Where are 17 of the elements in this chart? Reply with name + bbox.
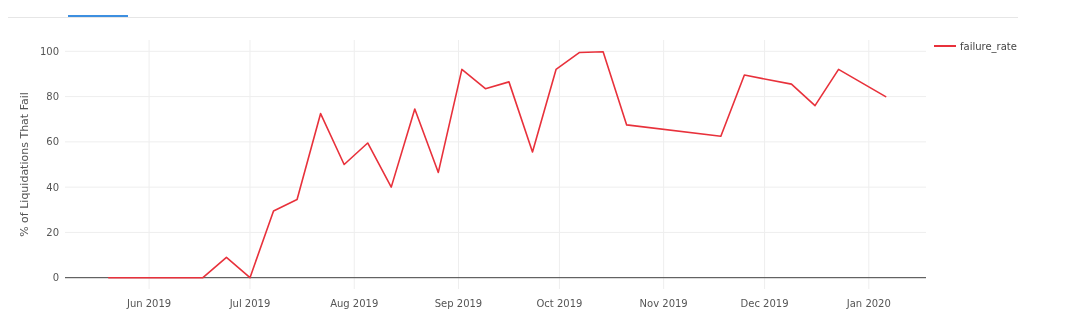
x-tick-label: Sep 2019 (434, 298, 483, 309)
legend-label: failure_rate (960, 40, 1017, 53)
y-axis-title: % of Liquidations That Fail (18, 92, 31, 237)
y-tick-label: 40 (46, 181, 59, 193)
x-tick-label: Oct 2019 (536, 298, 583, 309)
x-tick-label: Nov 2019 (639, 298, 688, 309)
line-series (107, 50, 887, 279)
x-tick-label: Aug 2019 (330, 298, 379, 309)
x-tick-label: Jan 2020 (845, 298, 891, 309)
x-tick-label: Jul 2019 (228, 298, 271, 309)
x-tick-label: Dec 2019 (740, 298, 789, 309)
y-tick-label: 0 (52, 272, 59, 284)
y-tick-label: 60 (46, 136, 59, 148)
y-tick-label: 80 (46, 91, 59, 103)
x-tick-label: Jun 2019 (125, 298, 172, 309)
y-tick-label: 20 (46, 226, 59, 238)
y-tick-label: 100 (39, 45, 59, 57)
